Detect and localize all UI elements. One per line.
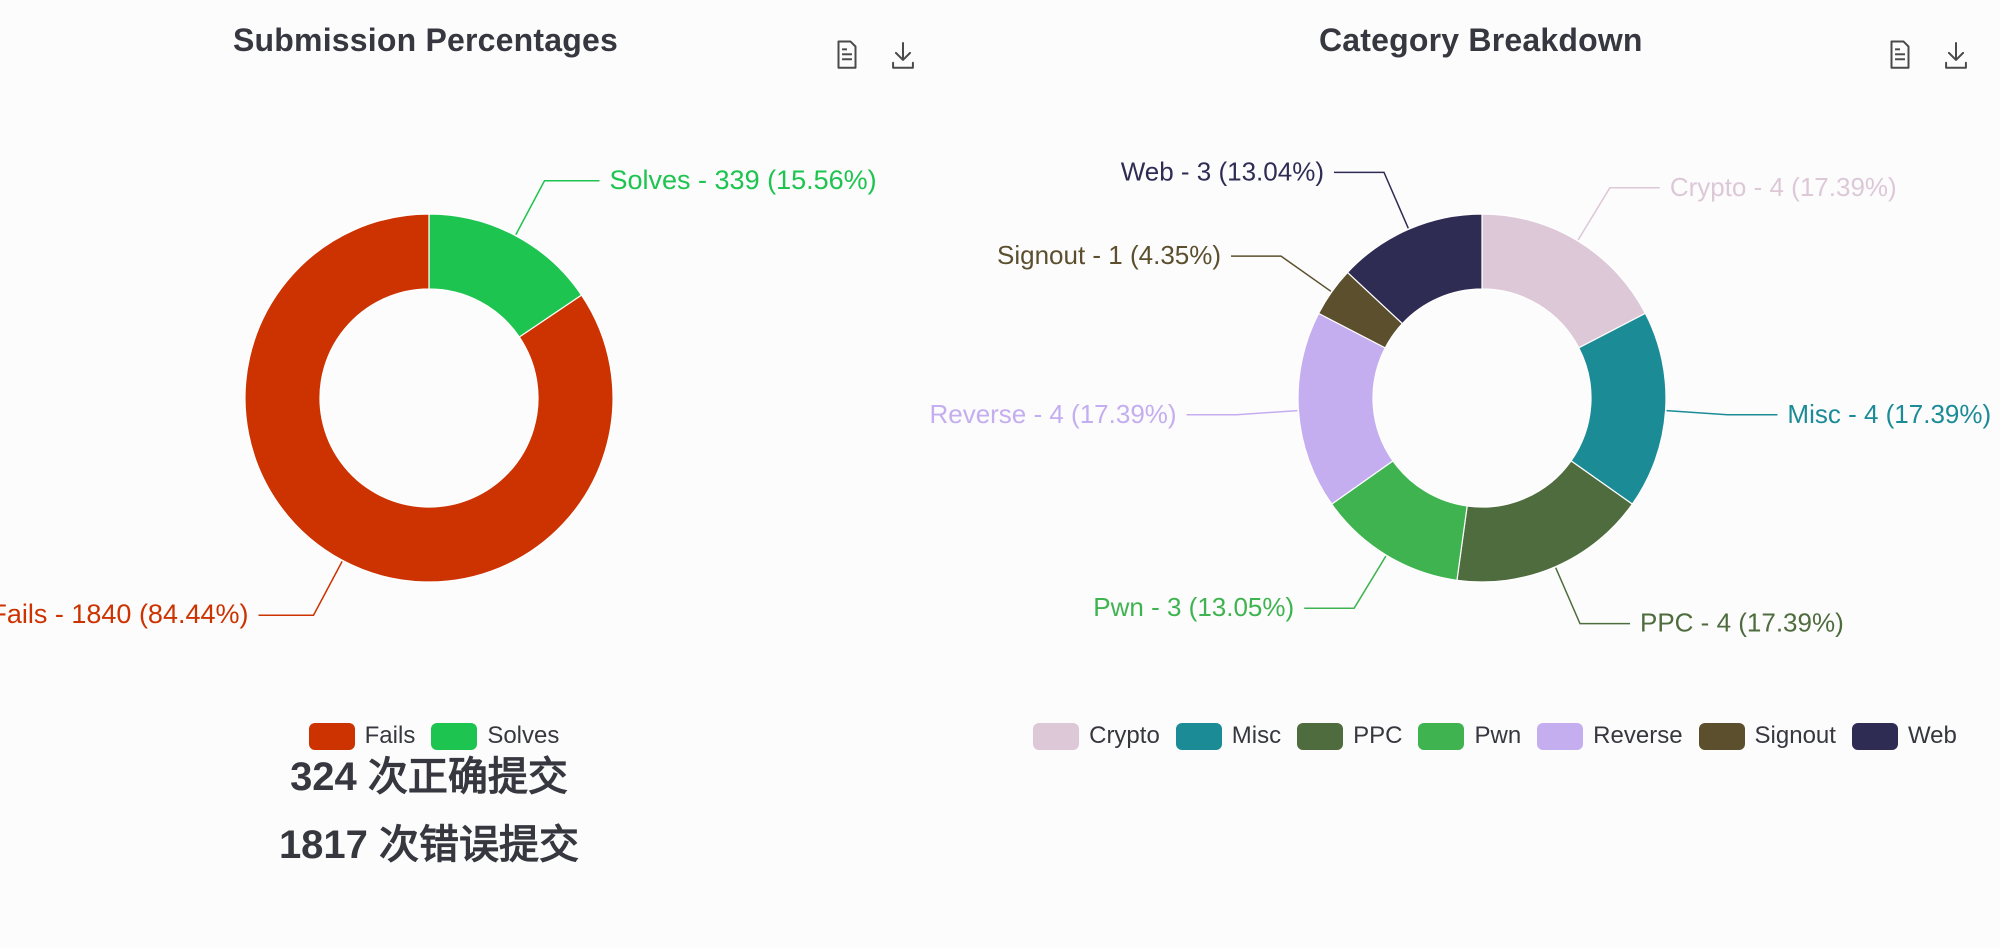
svg-text:Web - 3 (13.04%): Web - 3 (13.04%) bbox=[1121, 156, 1324, 186]
svg-text:Solves - 339 (15.56%): Solves - 339 (15.56%) bbox=[610, 165, 877, 195]
svg-text:Pwn - 3 (13.05%): Pwn - 3 (13.05%) bbox=[1093, 592, 1294, 622]
svg-text:Signout - 1 (4.35%): Signout - 1 (4.35%) bbox=[997, 240, 1221, 270]
svg-text:Crypto - 4 (17.39%): Crypto - 4 (17.39%) bbox=[1670, 172, 1897, 202]
svg-text:PPC - 4 (17.39%): PPC - 4 (17.39%) bbox=[1640, 608, 1844, 638]
svg-text:Fails - 1840 (84.44%): Fails - 1840 (84.44%) bbox=[0, 599, 249, 629]
svg-text:Reverse - 4 (17.39%): Reverse - 4 (17.39%) bbox=[929, 399, 1176, 429]
svg-text:Misc - 4 (17.39%): Misc - 4 (17.39%) bbox=[1787, 399, 1991, 429]
